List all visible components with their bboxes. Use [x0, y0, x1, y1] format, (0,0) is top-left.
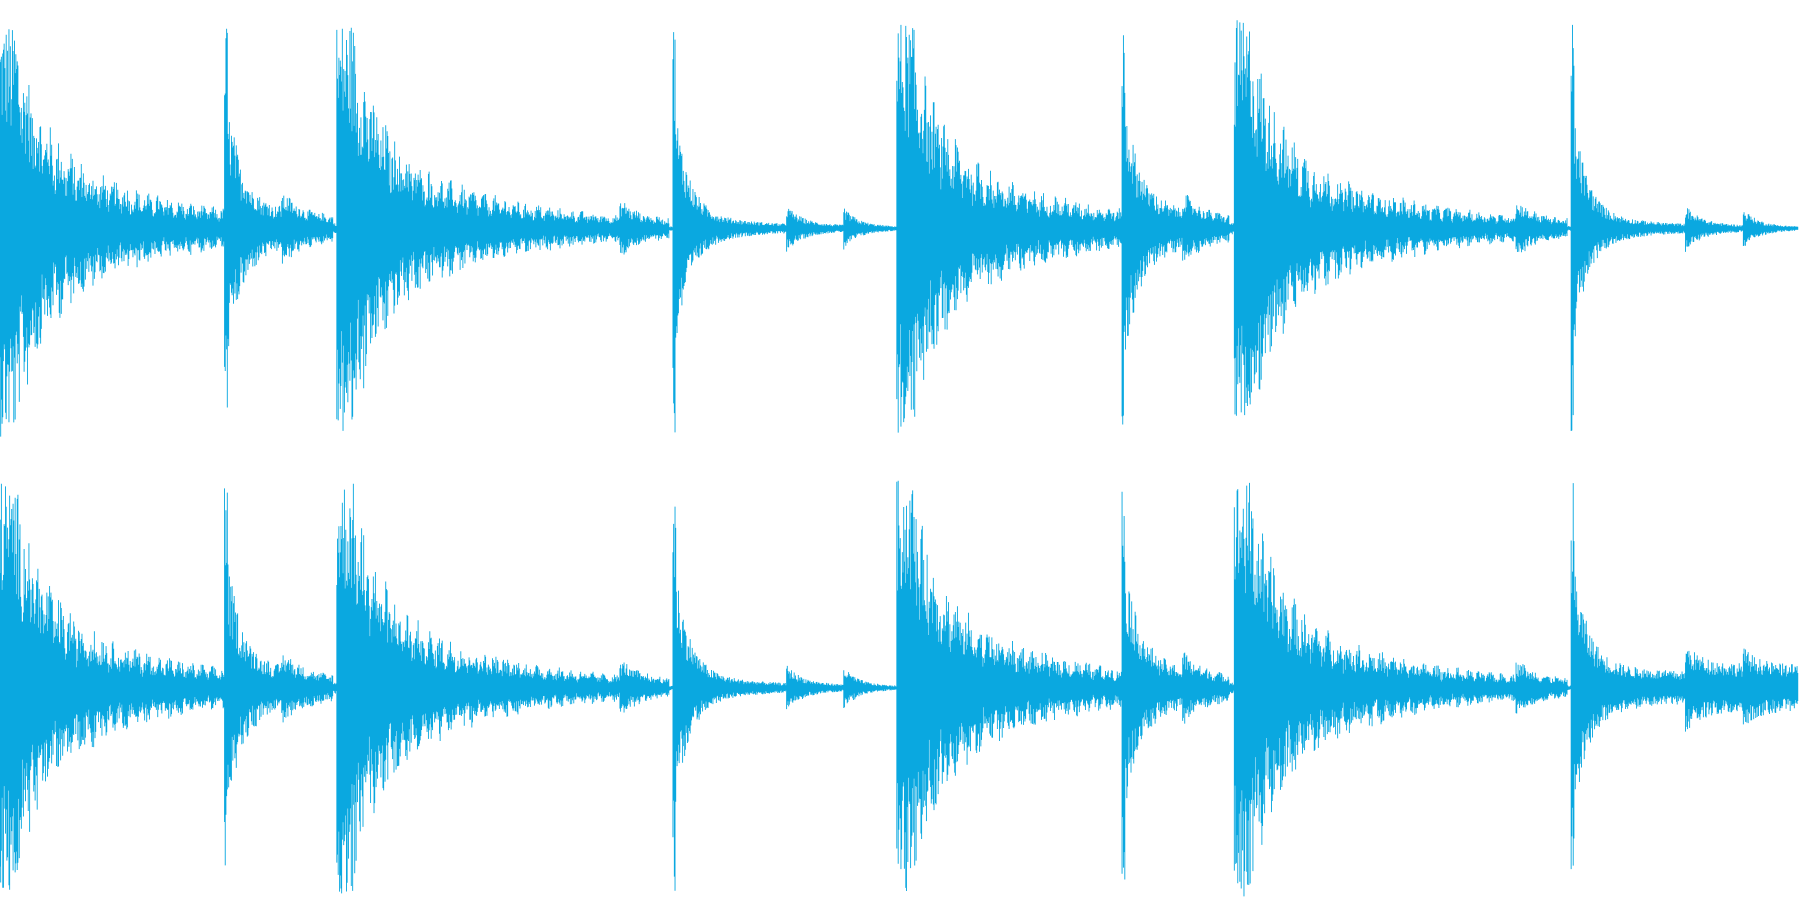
- left-channel: [0, 20, 1799, 437]
- waveform-group: [0, 20, 1799, 897]
- right-channel: [0, 480, 1799, 897]
